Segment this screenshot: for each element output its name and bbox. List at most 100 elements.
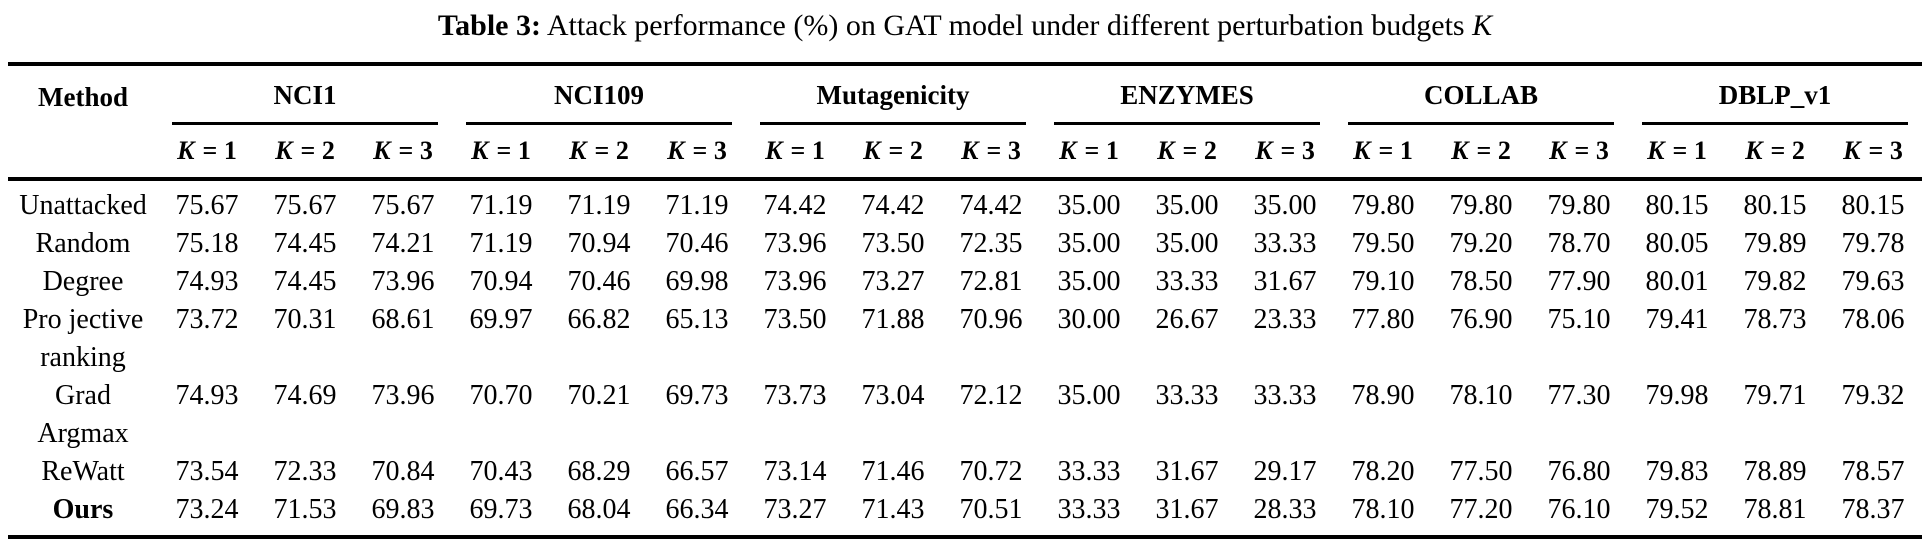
- k-budget-value: = 3: [986, 136, 1021, 165]
- value-cell: 66.82: [567, 304, 631, 335]
- k-header-cell: K = 1: [1628, 125, 1726, 181]
- value-cell: 74.93: [175, 266, 239, 297]
- k-budget-value: = 2: [1182, 136, 1217, 165]
- value-cell: 70.72: [959, 456, 1023, 487]
- value-cell: 80.05: [1645, 228, 1709, 259]
- value-cell: 79.52: [1628, 491, 1726, 539]
- table-row: Pro jective ranking 73.72 70.31 68.61 69.97 66…: [8, 301, 1922, 377]
- value-cell: 31.67: [1253, 266, 1317, 297]
- value-cell: 79.71: [1743, 380, 1807, 411]
- value-cell: 35.00: [1057, 266, 1121, 297]
- k-variable: K: [1843, 136, 1861, 165]
- method-line: Random: [35, 228, 131, 259]
- value-cell: 78.50: [1449, 266, 1513, 297]
- value-cell: 77.80: [1351, 304, 1415, 335]
- value-cell: 74.93: [175, 380, 239, 411]
- group-header-label: DBLP_v1: [1642, 80, 1908, 125]
- value-cell: 80.01: [1645, 266, 1709, 297]
- k-header-cell: K = 1: [158, 125, 256, 181]
- value-cell: 79.98: [1645, 380, 1709, 411]
- table-header: Method NCI1 NCI109 Mutagenicity ENZYMES COLL…: [8, 64, 1922, 181]
- value-cell: 74.69: [273, 380, 337, 411]
- k-header-row: K = 1 K = 2 K = 3 K = 1 K = 2 K = 3 K = 1 K = 2 K = 3 K = 1…: [8, 125, 1922, 181]
- value-cell: 65.13: [665, 304, 729, 335]
- value-cell: 73.96: [371, 266, 435, 297]
- value-cell: 73.27: [746, 491, 844, 539]
- method-line: ReWatt: [41, 456, 125, 487]
- value-cell: 68.04: [550, 491, 648, 539]
- k-variable: K: [1255, 136, 1273, 165]
- method-line: Unattacked: [19, 190, 147, 221]
- value-cell: 70.31: [273, 304, 337, 335]
- value-cell: 74.45: [273, 228, 337, 259]
- value-cell: 69.73: [665, 380, 729, 411]
- k-header-cell: K = 2: [256, 125, 354, 181]
- value-cell: 72.33: [273, 456, 337, 487]
- k-variable: K: [1647, 136, 1665, 165]
- value-cell: 75.67: [273, 190, 337, 221]
- title-prefix: Table 3:: [437, 9, 541, 42]
- k-budget-value: = 3: [398, 136, 433, 165]
- value-cell: 73.04: [861, 380, 925, 411]
- value-cell: 74.42: [861, 190, 925, 221]
- method-line: Ours: [52, 494, 114, 525]
- method-cell: Grad Argmax: [8, 377, 158, 453]
- k-budget-value: = 1: [202, 136, 237, 165]
- value-cell: 71.43: [844, 491, 942, 539]
- k-variable: K: [1745, 136, 1763, 165]
- value-cell: 74.45: [273, 266, 337, 297]
- k-variable: K: [863, 136, 881, 165]
- value-cell: 72.35: [959, 228, 1023, 259]
- method-cell: ReWatt: [8, 453, 158, 491]
- value-cell: 73.24: [158, 491, 256, 539]
- group-header: NCI1: [158, 64, 452, 125]
- k-budget-value: = 3: [1574, 136, 1609, 165]
- value-cell: 70.94: [567, 228, 631, 259]
- k-header-cell: K = 2: [844, 125, 942, 181]
- method-cell: Degree: [8, 263, 158, 301]
- k-budget-value: = 2: [300, 136, 335, 165]
- value-cell: 69.73: [452, 491, 550, 539]
- value-cell: 33.33: [1155, 380, 1219, 411]
- k-budget-value: = 1: [1672, 136, 1707, 165]
- value-cell: 73.14: [763, 456, 827, 487]
- k-budget-value: = 1: [1378, 136, 1413, 165]
- group-header: NCI109: [452, 64, 746, 125]
- value-cell: 71.19: [469, 228, 533, 259]
- method-line: Argmax: [37, 418, 129, 449]
- value-cell: 78.06: [1841, 304, 1905, 335]
- value-cell: 77.50: [1449, 456, 1513, 487]
- group-header-label: NCI109: [466, 80, 732, 125]
- value-cell: 78.57: [1841, 456, 1905, 487]
- value-cell: 70.21: [567, 380, 631, 411]
- value-cell: 73.50: [861, 228, 925, 259]
- value-cell: 33.33: [1155, 266, 1219, 297]
- group-header-label: COLLAB: [1348, 80, 1614, 125]
- value-cell: 73.27: [861, 266, 925, 297]
- value-cell: 69.98: [665, 266, 729, 297]
- table-row: Ours 73.24 71.53 69.83 69.73 68.04 66.34 73.27 7…: [8, 491, 1922, 539]
- k-budget-value: = 1: [496, 136, 531, 165]
- method-cell: Unattacked: [8, 179, 158, 225]
- value-cell: 76.90: [1449, 304, 1513, 335]
- k-header-cell: K = 1: [1040, 125, 1138, 181]
- value-cell: 35.00: [1253, 190, 1317, 221]
- value-cell: 79.80: [1351, 190, 1415, 221]
- method-column-header: Method: [8, 64, 158, 181]
- value-cell: 31.67: [1155, 456, 1219, 487]
- k-budget-value: = 3: [1280, 136, 1315, 165]
- value-cell: 76.80: [1547, 456, 1611, 487]
- value-cell: 75.67: [371, 190, 435, 221]
- value-cell: 79.10: [1351, 266, 1415, 297]
- value-cell: 29.17: [1253, 456, 1317, 487]
- value-cell: 31.67: [1138, 491, 1236, 539]
- value-cell: 35.00: [1057, 228, 1121, 259]
- k-budget-value: = 2: [1770, 136, 1805, 165]
- value-cell: 77.90: [1547, 266, 1611, 297]
- k-header-cell: K = 1: [452, 125, 550, 181]
- value-cell: 33.33: [1040, 491, 1138, 539]
- value-cell: 79.63: [1841, 266, 1905, 297]
- value-cell: 74.42: [763, 190, 827, 221]
- k-variable: K: [1157, 136, 1175, 165]
- value-cell: 70.46: [665, 228, 729, 259]
